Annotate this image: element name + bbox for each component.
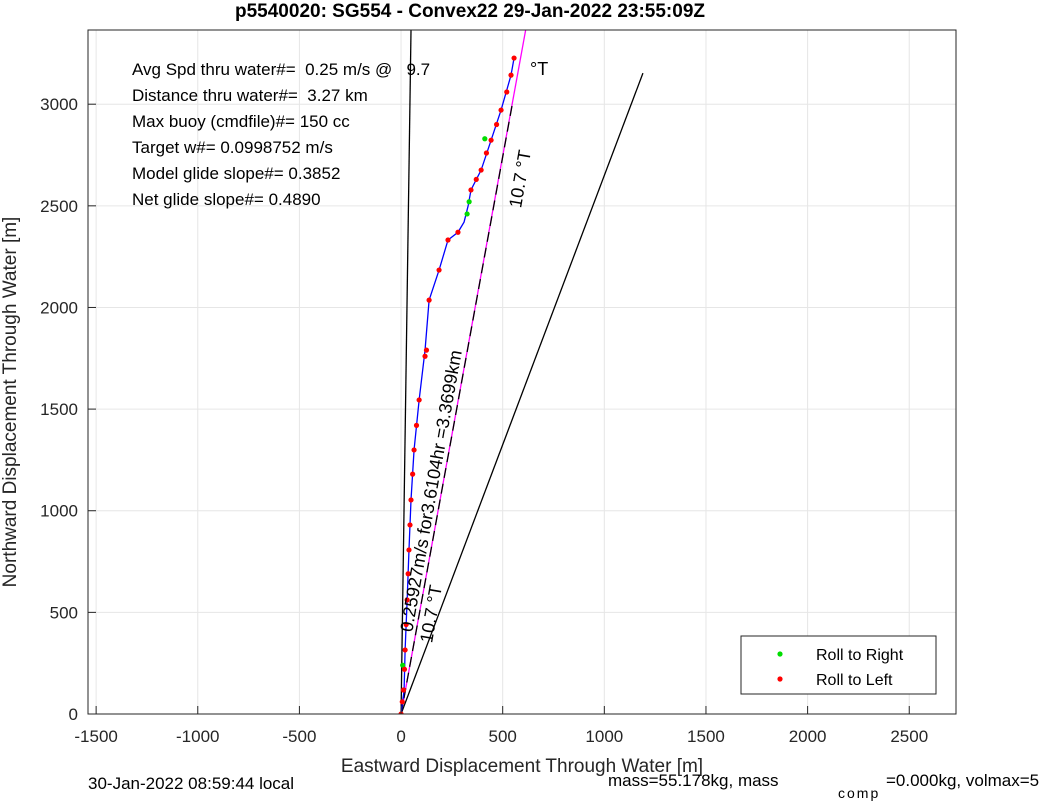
point [426, 297, 432, 303]
info-line: Avg Spd thru water#= 0.25 m/s @ 9.7 [132, 60, 430, 79]
x-tick-label: 1000 [585, 727, 623, 746]
y-tick-label: 500 [50, 603, 78, 622]
point [504, 89, 510, 95]
y-tick-label: 0 [69, 705, 78, 724]
footer-left: 30-Jan-2022 08:59:44 local [88, 774, 294, 793]
point [407, 522, 413, 528]
point [400, 662, 406, 668]
point [413, 422, 420, 428]
point [488, 137, 494, 143]
legend-marker [777, 651, 783, 657]
legend-label: Roll to Left [816, 672, 893, 689]
y-tick-label: 3000 [40, 95, 78, 114]
point [466, 199, 472, 205]
point [436, 267, 442, 273]
point [482, 136, 488, 142]
point [404, 597, 410, 603]
info-line: Model glide slope#= 0.3852 [132, 164, 340, 183]
footer-rest: =0.000kg, volmax=5 [886, 771, 1039, 790]
axes-box [87, 29, 957, 715]
footer-mass: mass=55.178kg, mass [608, 771, 779, 790]
point [399, 699, 405, 705]
point [403, 621, 409, 628]
point [411, 447, 417, 453]
plot-area [398, 30, 644, 714]
legend-marker [777, 676, 783, 682]
info-line: Target w#= 0.0998752 m/s [132, 138, 333, 157]
point [498, 107, 504, 113]
point [508, 72, 514, 78]
y-tick-label: 1000 [40, 502, 78, 521]
y-tick-label: 1500 [40, 400, 78, 419]
annotation: °T [530, 59, 548, 79]
x-tick-label: 1500 [687, 727, 725, 746]
y-tick-label: 2000 [40, 298, 78, 317]
point [405, 571, 411, 577]
point [493, 121, 500, 128]
point [400, 687, 407, 693]
x-tick-label: -1500 [74, 727, 117, 746]
point [483, 150, 490, 156]
legend-box [740, 635, 937, 695]
point [455, 229, 461, 235]
legend: Roll to Right Roll to Left [740, 635, 937, 695]
y-axis-label: Northward Displacement Through Water [m] [0, 217, 21, 588]
info-line: Distance thru water#= 3.27 km [132, 86, 368, 105]
info-line: Net glide slope#= 0.4890 [132, 190, 321, 209]
x-tick-label: 500 [489, 727, 517, 746]
point [511, 55, 517, 61]
reference-line [400, 72, 644, 714]
reference-line [400, 100, 514, 714]
x-axis-label: Eastward Displacement Through Water [m] [341, 756, 703, 777]
x-tick-label: 2500 [890, 727, 928, 746]
point [416, 397, 422, 403]
footer-subscript: comp [838, 785, 880, 801]
legend-label: Roll to Right [816, 647, 904, 664]
point [478, 167, 484, 173]
x-tick-label: 2000 [789, 727, 827, 746]
point [464, 211, 470, 217]
point [402, 647, 408, 653]
x-tick-label: -1000 [176, 727, 219, 746]
point [468, 187, 474, 193]
point [423, 347, 430, 353]
x-tick-label: 0 [396, 727, 405, 746]
x-tick-label: -500 [282, 727, 316, 746]
point [408, 497, 414, 503]
point [410, 471, 416, 477]
point [445, 237, 451, 243]
point [473, 176, 479, 183]
point [422, 353, 428, 359]
info-line: Max buoy (cmdfile)#= 150 cc [132, 112, 350, 131]
point [406, 547, 412, 553]
y-tick-label: 2500 [40, 197, 78, 216]
chart-title: p5540020: SG554 - Convex22 29-Jan-2022 2… [235, 1, 705, 22]
point [401, 666, 408, 672]
reference-line [400, 30, 412, 714]
